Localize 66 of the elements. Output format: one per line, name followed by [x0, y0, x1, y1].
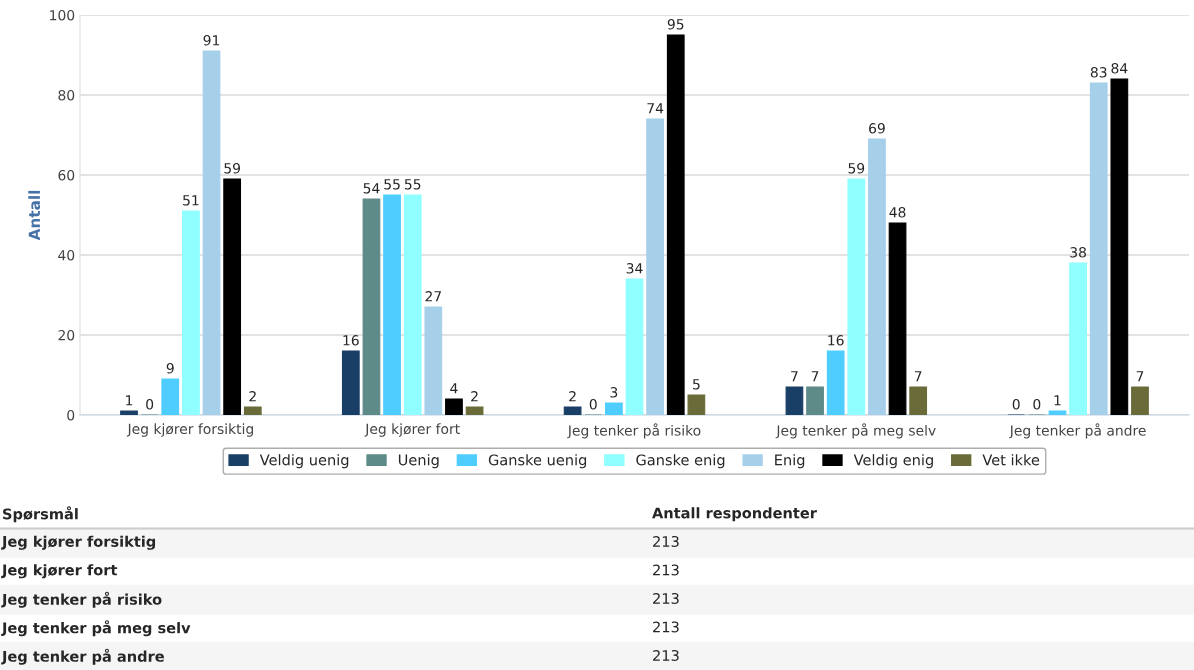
data-label: 2: [471, 391, 478, 402]
data-label: 4: [450, 383, 458, 394]
y-tick-label: 60: [58, 169, 75, 181]
legend-label: Ganske uenig: [488, 454, 587, 469]
data-label: 16: [343, 335, 359, 346]
x-tick-label: Jeg kjører fort: [364, 423, 460, 437]
data-label: 55: [384, 179, 400, 190]
data-label: 59: [224, 163, 241, 174]
data-label: 91: [203, 35, 220, 46]
legend-label: Enig: [775, 454, 805, 469]
data-label: 7: [811, 371, 819, 382]
data-label: 55: [404, 179, 421, 190]
y-tick-label: 0: [67, 409, 75, 421]
legend-label: Veldig enig: [853, 454, 933, 469]
text: Spørsmål: [3, 506, 78, 523]
text: Jeg kjører forsiktig: [1, 535, 156, 550]
x-tick-label: Jeg tenker på risiko: [567, 423, 701, 439]
text: Jeg tenker på risiko: [1, 591, 162, 608]
data-label: 0: [1012, 399, 1020, 410]
y-tick-label: 100: [50, 9, 75, 21]
data-label: 16: [828, 335, 844, 346]
data-label: 7: [1136, 371, 1144, 382]
text: 213: [653, 564, 679, 576]
legend-label: Uenig: [398, 454, 439, 469]
data-label: 1: [1054, 395, 1061, 406]
data-label: 2: [569, 391, 576, 402]
legend-label: Vet ikke: [982, 454, 1040, 466]
data-label: 69: [869, 123, 885, 134]
y-tick-label: 40: [58, 249, 75, 261]
text: Jeg kjører fort: [1, 564, 118, 579]
data-label: 51: [183, 195, 199, 206]
text: Antall respondenter: [652, 507, 817, 522]
x-tick-label: Jeg kjører forsiktig: [126, 423, 253, 437]
text: 213: [653, 592, 679, 604]
data-label: 27: [425, 291, 441, 302]
data-label: 9: [166, 363, 174, 374]
data-label: 0: [146, 399, 154, 410]
data-label: 7: [914, 371, 922, 382]
data-label: 38: [1070, 247, 1086, 258]
data-label: 5: [693, 379, 700, 390]
data-label: 2: [249, 391, 256, 402]
data-label: 59: [848, 163, 865, 174]
y-tick-label: 80: [58, 89, 75, 101]
x-tick-label: Jeg tenker på andre: [1009, 423, 1146, 439]
data-label: 74: [647, 103, 664, 114]
data-label: 0: [589, 399, 597, 410]
data-label: 95: [667, 19, 684, 30]
data-label: 0: [1033, 399, 1041, 410]
data-label: 3: [610, 387, 618, 398]
data-label: 34: [626, 263, 643, 274]
data-label: 48: [889, 207, 906, 218]
text: 213: [653, 649, 679, 661]
y-axis-title: Antall: [28, 190, 41, 241]
data-label: 7: [791, 371, 798, 382]
text: 213: [653, 535, 679, 547]
legend-label: Ganske enig: [636, 454, 725, 469]
data-label: 54: [363, 183, 380, 194]
text: 213: [653, 621, 679, 633]
x-tick-label: Jeg tenker på meg selv: [775, 423, 936, 439]
data-label: 83: [1090, 67, 1107, 78]
legend-label: Veldig uenig: [259, 454, 349, 469]
data-label: 84: [1111, 63, 1128, 74]
text: Jeg tenker på meg selv: [1, 620, 191, 637]
data-label: 1: [126, 395, 133, 406]
y-tick-label: 20: [58, 329, 75, 341]
text: Jeg tenker på andre: [1, 648, 164, 665]
